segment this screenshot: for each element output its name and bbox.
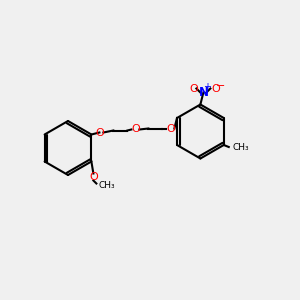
Text: O: O — [95, 128, 104, 137]
Text: −: − — [216, 80, 225, 91]
Text: O: O — [131, 124, 140, 134]
Text: O: O — [211, 83, 220, 94]
Text: O: O — [189, 83, 198, 94]
Text: CH₃: CH₃ — [98, 181, 115, 190]
Text: N: N — [198, 86, 208, 99]
Text: O: O — [89, 172, 98, 182]
Text: CH₃: CH₃ — [233, 142, 249, 152]
Text: O: O — [166, 124, 175, 134]
Text: +: + — [203, 82, 211, 92]
